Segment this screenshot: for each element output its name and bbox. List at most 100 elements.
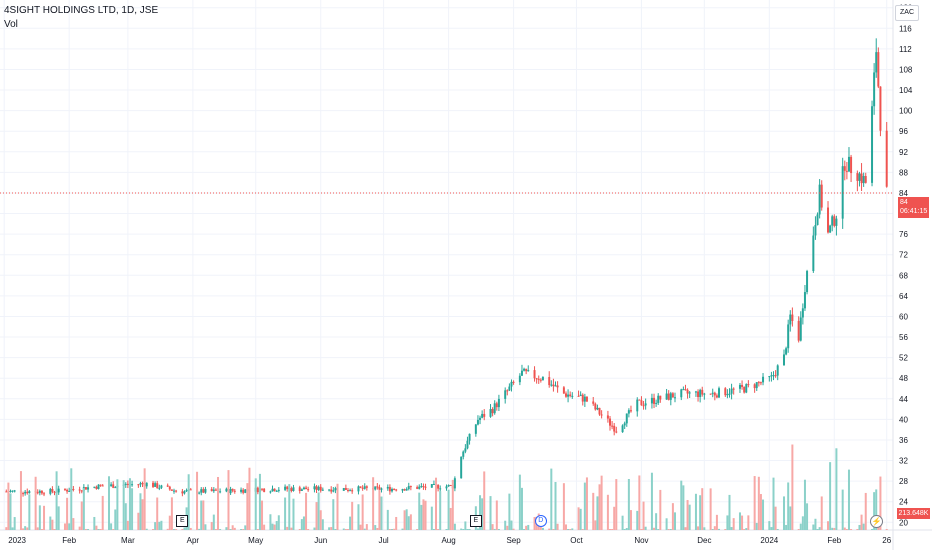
volume-bar — [445, 529, 448, 530]
candle-body — [497, 398, 500, 408]
x-tick-label: 26 — [882, 536, 891, 545]
x-tick-label: Feb — [62, 536, 76, 545]
volume-bar — [26, 527, 29, 530]
volume-bar — [7, 482, 10, 530]
candle-body — [541, 377, 544, 381]
candle-body — [351, 490, 354, 492]
candle-body — [803, 292, 806, 309]
candle-body — [789, 314, 792, 325]
volume-bar — [569, 529, 572, 530]
candle-body — [175, 490, 178, 492]
volume-bar — [258, 473, 261, 530]
volume-bar — [539, 526, 542, 530]
candle-body — [72, 488, 75, 490]
volume-bar — [449, 507, 452, 530]
last-price-value: 84 — [900, 199, 908, 206]
volume-bar — [372, 477, 375, 530]
volume-bar — [451, 479, 454, 530]
volume-bar — [703, 527, 706, 530]
candle-body — [820, 184, 823, 208]
candle-body — [38, 490, 41, 493]
y-tick-label: 52 — [899, 354, 908, 363]
candle-body — [495, 403, 498, 408]
candle-body — [97, 484, 100, 489]
y-tick-label: 44 — [899, 395, 908, 404]
candle-body — [860, 173, 863, 184]
candle-body — [621, 425, 624, 433]
volume-bar — [787, 482, 790, 530]
volume-bar — [166, 528, 169, 530]
x-tick-label: Jun — [314, 536, 327, 545]
dividend-event-marker[interactable]: D — [534, 515, 547, 527]
candle-body — [669, 393, 672, 400]
volume-bar — [82, 488, 85, 530]
candle-body — [655, 402, 658, 404]
candle-body — [759, 382, 762, 384]
candle-body — [585, 396, 588, 402]
candle-body — [290, 488, 293, 491]
volume-bar — [594, 520, 597, 530]
volume-bar — [409, 514, 412, 530]
volume-bar — [126, 520, 129, 530]
volume-bar — [715, 514, 718, 530]
candle-body — [298, 487, 301, 491]
volume-bar — [820, 496, 823, 530]
candle-body — [782, 354, 785, 366]
candle-body — [699, 389, 702, 398]
earnings-event-marker[interactable]: E — [176, 515, 189, 527]
candle-body — [181, 491, 184, 494]
candle-body — [225, 488, 228, 492]
y-tick-label: 60 — [899, 312, 908, 321]
candle-body — [51, 488, 54, 492]
candle-body — [49, 488, 52, 494]
y-tick-label: 112 — [899, 45, 912, 54]
volume-bar — [776, 529, 779, 530]
x-tick-label: Sep — [506, 536, 521, 545]
candle-body — [380, 488, 383, 490]
candle-body — [671, 393, 674, 398]
volume-bar — [139, 493, 142, 530]
y-tick-label: 28 — [899, 477, 908, 486]
volume-bar — [51, 519, 54, 530]
volume-bar — [673, 512, 676, 530]
candle-body — [346, 489, 349, 491]
candle-body — [321, 489, 324, 491]
volume-bar — [797, 529, 800, 530]
volume-bar — [181, 529, 184, 530]
volume-bar — [653, 527, 656, 530]
candle-body — [697, 391, 700, 398]
candle-body — [598, 407, 601, 415]
volume-bar — [196, 471, 199, 530]
candle-body — [801, 308, 804, 318]
candle-body — [468, 433, 471, 441]
candle-body — [629, 410, 632, 412]
volume-bar — [747, 515, 750, 530]
candle-body — [701, 389, 704, 395]
volume-bar — [227, 470, 230, 530]
candle-body — [753, 384, 756, 389]
candle-body — [550, 384, 553, 386]
currency-button[interactable]: ZAC — [895, 5, 919, 21]
volume-bar — [579, 508, 582, 530]
candle-body — [774, 375, 777, 377]
volume-bar — [93, 516, 96, 530]
candle-body — [776, 365, 779, 376]
volume-bar — [562, 483, 565, 530]
candle-body — [596, 407, 599, 410]
candle-body — [449, 484, 452, 486]
volume-bar — [491, 524, 494, 530]
volume-bar — [217, 476, 220, 530]
volume-bar — [66, 497, 69, 530]
candle-body — [548, 377, 551, 386]
earnings-event-marker[interactable]: E — [469, 515, 482, 527]
candle-body — [388, 487, 391, 492]
candle-body — [141, 483, 144, 485]
candle-body — [275, 490, 278, 492]
volume-bar — [466, 529, 469, 530]
candle-body — [615, 431, 618, 433]
lightning-icon[interactable]: ⚡ — [870, 515, 883, 528]
candle-body — [219, 491, 222, 493]
candle-body — [28, 491, 31, 494]
candle-body — [847, 156, 850, 172]
